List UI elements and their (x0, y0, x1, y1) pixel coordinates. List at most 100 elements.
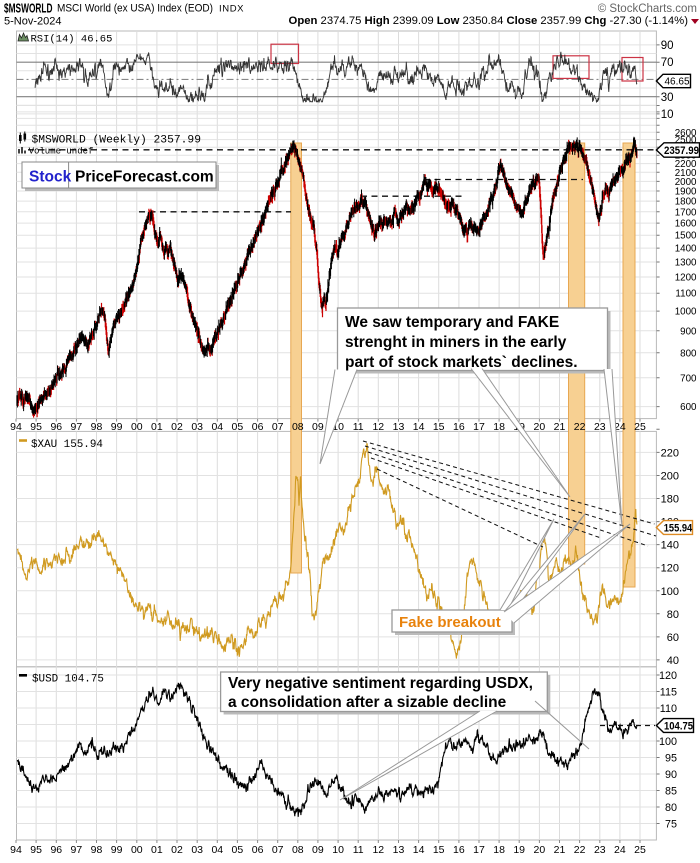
svg-text:40: 40 (667, 655, 679, 667)
svg-text:1900: 1900 (675, 187, 697, 198)
svg-text:1800: 1800 (675, 197, 697, 208)
svg-text:110: 110 (660, 703, 677, 715)
svg-text:14: 14 (413, 844, 425, 856)
svg-text:155.94: 155.94 (664, 523, 693, 535)
svg-text:900: 900 (680, 326, 697, 337)
svg-text:02: 02 (171, 844, 183, 856)
svg-text:00: 00 (131, 844, 143, 856)
svg-text:04: 04 (211, 421, 223, 433)
svg-text:Volume undef: Volume undef (29, 147, 94, 157)
svg-text:21: 21 (554, 421, 566, 433)
svg-text:12: 12 (372, 421, 384, 433)
svg-text:strenght in miners in the earl: strenght in miners in the early (345, 334, 567, 351)
svg-text:PriceForecast.com: PriceForecast.com (75, 169, 214, 186)
svg-text:18: 18 (493, 844, 505, 856)
svg-text:98: 98 (91, 844, 103, 856)
svg-text:98: 98 (91, 421, 103, 433)
svg-text:600: 600 (680, 402, 697, 413)
svg-text:Open 2374.75 High 2399.09 Low: Open 2374.75 High 2399.09 Low 2350.84 Cl… (289, 15, 689, 27)
svg-text:17: 17 (473, 844, 485, 856)
svg-text:03: 03 (191, 844, 203, 856)
svg-text:95: 95 (665, 753, 677, 765)
svg-text:1000: 1000 (675, 307, 697, 318)
svg-text:25: 25 (634, 844, 646, 856)
svg-text:1100: 1100 (675, 289, 697, 300)
svg-text:INDX: INDX (219, 4, 244, 15)
svg-text:09: 09 (312, 844, 324, 856)
svg-text:MSCI World (ex USA) Index (EOD: MSCI World (ex USA) Index (EOD) (57, 3, 213, 15)
svg-text:75: 75 (665, 819, 677, 831)
svg-text:180: 180 (661, 494, 679, 506)
svg-text:22: 22 (574, 844, 586, 856)
svg-text:15: 15 (433, 421, 445, 433)
svg-text:23: 23 (594, 421, 606, 433)
svg-text:$MSWORLD (Weekly) 2357.99: $MSWORLD (Weekly) 2357.99 (32, 135, 201, 147)
svg-text:99: 99 (111, 844, 123, 856)
svg-text:02: 02 (171, 421, 183, 433)
svg-text:08: 08 (292, 844, 304, 856)
svg-text:06: 06 (252, 421, 264, 433)
svg-text:115: 115 (660, 687, 677, 699)
svg-text:13: 13 (393, 844, 405, 856)
svg-text:30: 30 (661, 92, 674, 104)
svg-text:97: 97 (71, 844, 83, 856)
svg-text:© StockCharts.com: © StockCharts.com (598, 3, 697, 15)
svg-text:220: 220 (661, 447, 679, 459)
svg-text:2000: 2000 (675, 177, 697, 188)
svg-text:06: 06 (252, 844, 264, 856)
svg-text:05: 05 (232, 421, 244, 433)
svg-text:13: 13 (393, 421, 405, 433)
svg-text:95: 95 (30, 844, 42, 856)
svg-text:20: 20 (534, 844, 546, 856)
svg-text:200: 200 (661, 471, 679, 483)
svg-text:97: 97 (71, 421, 83, 433)
svg-text:95: 95 (30, 421, 42, 433)
svg-text:2600: 2600 (675, 128, 697, 139)
svg-text:We saw temporary and FAKE: We saw temporary and FAKE (345, 314, 559, 331)
svg-text:10: 10 (332, 421, 344, 433)
svg-text:100: 100 (661, 586, 679, 598)
svg-text:1200: 1200 (675, 273, 697, 284)
svg-text:90: 90 (661, 40, 674, 52)
svg-text:11: 11 (353, 421, 364, 433)
svg-text:2500: 2500 (675, 135, 697, 146)
svg-text:$USD 104.75: $USD 104.75 (32, 674, 104, 686)
svg-text:04: 04 (211, 844, 223, 856)
svg-text:5-Nov-2024: 5-Nov-2024 (4, 16, 61, 28)
svg-text:11: 11 (353, 844, 364, 856)
svg-text:23: 23 (594, 844, 606, 856)
svg-text:07: 07 (272, 421, 284, 433)
svg-text:700: 700 (680, 373, 697, 384)
svg-text:94: 94 (10, 844, 22, 856)
svg-text:104.75: 104.75 (664, 721, 693, 733)
svg-text:90: 90 (665, 769, 677, 781)
svg-text:12: 12 (372, 844, 384, 856)
svg-text:20: 20 (534, 421, 546, 433)
svg-text:00: 00 (131, 421, 143, 433)
svg-text:05: 05 (232, 844, 244, 856)
svg-text:120: 120 (661, 563, 679, 575)
svg-text:60: 60 (667, 632, 679, 644)
svg-text:2100: 2100 (675, 168, 697, 179)
svg-text:70: 70 (661, 57, 674, 69)
svg-text:99: 99 (111, 421, 123, 433)
svg-text:96: 96 (50, 844, 62, 856)
svg-text:03: 03 (191, 421, 203, 433)
svg-text:25: 25 (634, 421, 646, 433)
svg-text:46.65: 46.65 (664, 77, 689, 88)
svg-text:1400: 1400 (675, 244, 697, 255)
svg-text:16: 16 (453, 844, 465, 856)
svg-text:01: 01 (151, 421, 163, 433)
svg-text:01: 01 (151, 844, 163, 856)
svg-text:80: 80 (667, 609, 679, 621)
svg-text:2357.99: 2357.99 (664, 145, 699, 157)
svg-text:07: 07 (272, 844, 284, 856)
svg-text:1500: 1500 (675, 231, 697, 242)
svg-text:10: 10 (661, 109, 674, 121)
svg-text:96: 96 (50, 421, 62, 433)
svg-text:16: 16 (453, 421, 465, 433)
svg-text:100: 100 (659, 736, 677, 748)
svg-text:19: 19 (513, 844, 525, 856)
svg-text:15: 15 (433, 844, 445, 856)
svg-text:85: 85 (665, 786, 677, 798)
